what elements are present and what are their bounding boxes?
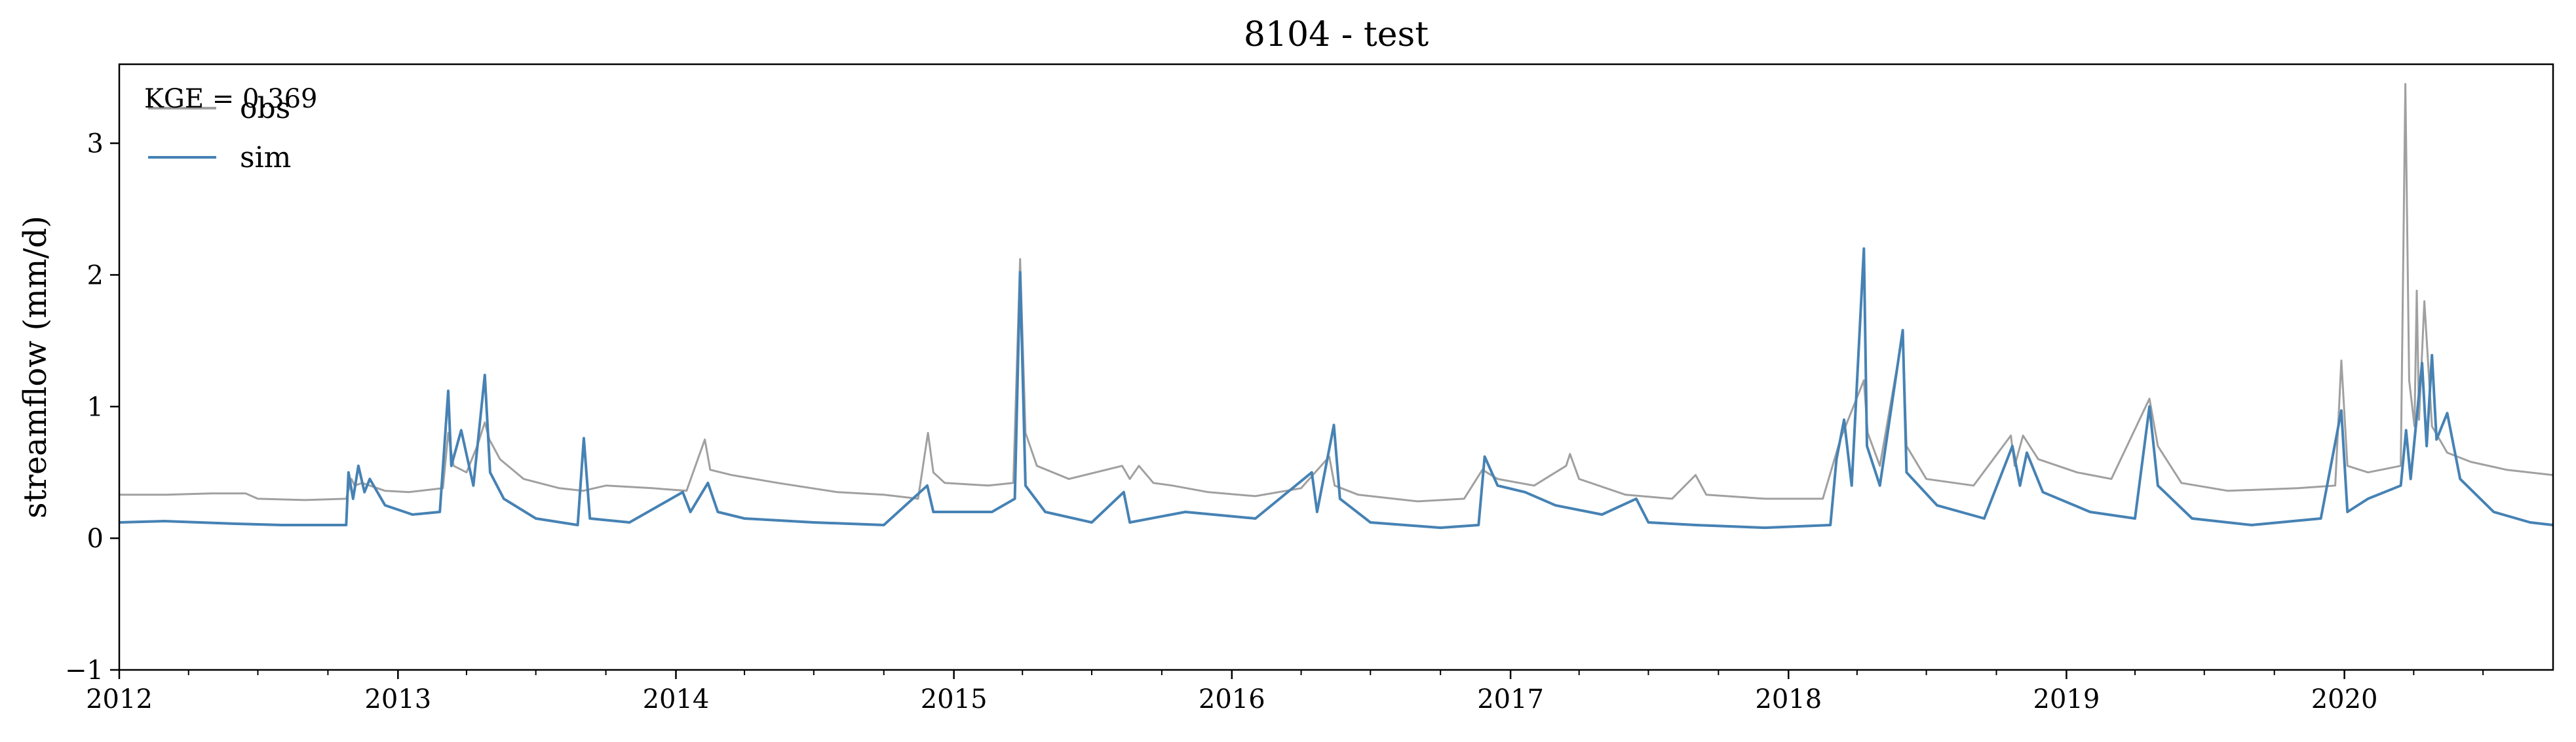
x-tick-label: 2017 bbox=[1477, 684, 1544, 714]
x-tick-label: 2015 bbox=[921, 684, 988, 714]
plot-frame bbox=[118, 63, 2554, 671]
y-tick-label: 2 bbox=[87, 260, 104, 290]
x-tick-label: 2019 bbox=[2033, 684, 2100, 714]
series-group bbox=[119, 83, 2553, 530]
series-line-sim bbox=[119, 247, 2553, 530]
series-line-obs bbox=[119, 83, 2553, 503]
x-axis: 2012 2013 2014 2015 2016 2017 2018 2019 2020 bbox=[86, 670, 2484, 714]
x-tick-label: 2016 bbox=[1199, 684, 1265, 714]
y-tick-label: 1 bbox=[87, 392, 104, 422]
y-tick-label: −1 bbox=[65, 655, 104, 686]
y-axis: −1 0 1 2 3 bbox=[65, 129, 119, 686]
legend: obs sim bbox=[148, 92, 291, 174]
legend-label-obs: obs bbox=[240, 92, 290, 125]
y-axis-label: streamflow (mm/d) bbox=[17, 216, 54, 518]
x-tick-label: 2018 bbox=[1755, 684, 1822, 714]
legend-label-sim: sim bbox=[240, 141, 291, 174]
x-tick-label: 2020 bbox=[2311, 684, 2378, 714]
kge-annotation: KGE = 0.369 bbox=[144, 84, 318, 114]
y-tick-label: 3 bbox=[87, 129, 104, 159]
chart-title: 8104 - test bbox=[1244, 15, 1429, 54]
x-tick-label: 2013 bbox=[364, 684, 431, 714]
x-tick-label: 2014 bbox=[643, 684, 710, 714]
x-tick-label: 2012 bbox=[86, 684, 153, 714]
y-tick-label: 0 bbox=[87, 524, 104, 554]
